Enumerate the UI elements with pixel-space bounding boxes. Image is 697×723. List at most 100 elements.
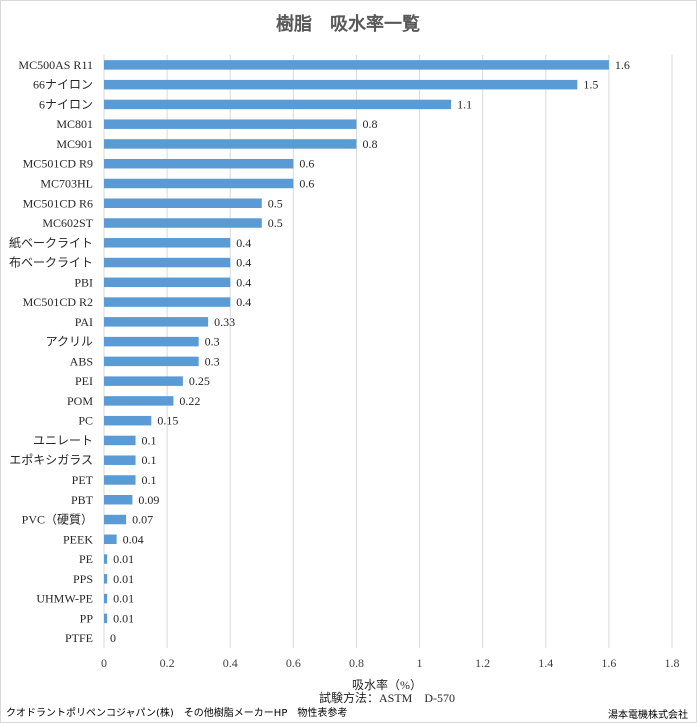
data-label: 1.1 bbox=[457, 97, 472, 111]
category-label: 布ベークライト bbox=[9, 256, 93, 270]
bar bbox=[104, 99, 452, 110]
category-label: MC500AS R11 bbox=[18, 58, 93, 72]
data-label: 0.07 bbox=[132, 513, 153, 527]
category-label: PBI bbox=[74, 275, 93, 289]
x-tick-label: 0.8 bbox=[349, 656, 364, 670]
category-label: PC bbox=[78, 414, 93, 428]
bar bbox=[104, 60, 609, 70]
category-label: 66ナイロン bbox=[33, 78, 93, 92]
gridlines bbox=[103, 55, 673, 648]
data-label: 0.33 bbox=[214, 315, 235, 329]
data-label: 0.01 bbox=[113, 592, 134, 606]
data-label: 1.6 bbox=[615, 58, 630, 72]
data-label: 0.1 bbox=[142, 453, 157, 467]
bar bbox=[104, 178, 294, 189]
data-label: 0 bbox=[110, 631, 116, 645]
category-label: MC501CD R2 bbox=[23, 295, 93, 309]
bar bbox=[104, 376, 183, 386]
x-tick-label: 0 bbox=[101, 656, 107, 670]
data-label: 0.01 bbox=[113, 552, 134, 566]
category-label: PTFE bbox=[65, 631, 93, 645]
category-label: PAI bbox=[75, 315, 93, 329]
category-label: PEI bbox=[75, 374, 93, 388]
data-label: 0.4 bbox=[236, 295, 251, 309]
category-label: PE bbox=[79, 552, 93, 566]
data-label: 0.5 bbox=[268, 196, 283, 210]
source-footnote: クオドラントポリペンコジャパン(株) その他樹脂メーカーHP 物性表参考 bbox=[6, 706, 347, 719]
bar bbox=[104, 574, 108, 584]
data-label: 0.8 bbox=[362, 137, 377, 151]
category-label: MC501CD R6 bbox=[23, 196, 93, 210]
category-label: 6ナイロン bbox=[39, 97, 93, 111]
data-label: 0.04 bbox=[123, 532, 144, 546]
company-name: 湯本電機株式会社 bbox=[608, 708, 688, 721]
category-label: PPS bbox=[73, 572, 93, 586]
bar bbox=[104, 336, 199, 347]
bar bbox=[104, 613, 108, 624]
category-label: エポキシガラス bbox=[9, 453, 93, 467]
x-tick-labels: 0 0.2 0.4 0.6 0.8 1 1.2 1.4 1.6 1.8 bbox=[101, 656, 680, 670]
bar bbox=[104, 119, 357, 129]
bar bbox=[104, 455, 136, 465]
data-label: 1.5 bbox=[583, 78, 598, 92]
category-label: MC901 bbox=[56, 137, 93, 151]
bar bbox=[104, 79, 578, 90]
data-label: 0.3 bbox=[205, 335, 220, 349]
x-tick-label: 1.2 bbox=[475, 656, 490, 670]
bar bbox=[104, 317, 209, 327]
category-label: PP bbox=[80, 611, 94, 625]
category-label: PEEK bbox=[63, 532, 93, 546]
bar bbox=[104, 297, 231, 307]
category-label: POM bbox=[67, 394, 93, 408]
category-label: MC602ST bbox=[42, 216, 93, 230]
bar bbox=[104, 514, 127, 525]
data-label: 0.01 bbox=[113, 572, 134, 586]
data-label: 0.8 bbox=[362, 117, 377, 131]
data-label: 0.3 bbox=[205, 354, 220, 368]
bar bbox=[104, 198, 262, 208]
category-label: PVC（硬質） bbox=[22, 512, 93, 527]
bar bbox=[104, 475, 136, 485]
bar bbox=[104, 554, 108, 564]
data-label: 0.4 bbox=[236, 256, 251, 270]
bar bbox=[104, 435, 136, 446]
bar bbox=[104, 257, 231, 268]
bar bbox=[104, 415, 152, 426]
data-label: 0.01 bbox=[113, 611, 134, 625]
category-labels: MC500AS R11 66ナイロン 6ナイロン MC801 MC901 MC501CD … bbox=[9, 58, 94, 645]
x-tick-label: 0.6 bbox=[286, 656, 301, 670]
bar bbox=[104, 495, 133, 505]
data-label: 0.4 bbox=[236, 236, 251, 250]
data-label: 0.6 bbox=[299, 157, 314, 171]
category-label: 紙ベークライト bbox=[9, 235, 93, 250]
bar bbox=[104, 158, 294, 169]
data-label: 0.1 bbox=[142, 433, 157, 447]
data-label: 0.5 bbox=[268, 216, 283, 230]
x-tick-label: 0.2 bbox=[160, 656, 175, 670]
category-label: PBT bbox=[71, 493, 94, 507]
bar bbox=[104, 277, 231, 288]
test-method-note: 試験方法：ASTM D-570 bbox=[319, 690, 455, 705]
category-label: ABS bbox=[70, 354, 93, 368]
data-label: 0.1 bbox=[142, 473, 157, 487]
x-axis-label: 吸水率（%） bbox=[352, 677, 422, 692]
bar bbox=[104, 218, 262, 228]
bars bbox=[104, 60, 609, 624]
data-label: 0.4 bbox=[236, 275, 251, 289]
x-tick-label: 1 bbox=[417, 656, 423, 670]
x-tick-label: 1.4 bbox=[538, 656, 553, 670]
data-label: 0.15 bbox=[157, 414, 178, 428]
data-label: 0.22 bbox=[179, 394, 200, 408]
category-label: MC501CD R9 bbox=[23, 157, 93, 171]
data-labels: 1.61.51.10.80.80.60.60.50.50.40.40.40.40… bbox=[110, 58, 630, 645]
data-label: 0.6 bbox=[299, 176, 314, 190]
category-label: ユニレート bbox=[33, 433, 93, 447]
bar bbox=[104, 396, 174, 406]
bar bbox=[104, 356, 199, 367]
category-label: MC801 bbox=[56, 117, 93, 131]
x-tick-label: 0.4 bbox=[223, 656, 238, 670]
category-label: MC703HL bbox=[40, 176, 93, 190]
bar bbox=[104, 534, 117, 545]
data-label: 0.09 bbox=[138, 493, 159, 507]
